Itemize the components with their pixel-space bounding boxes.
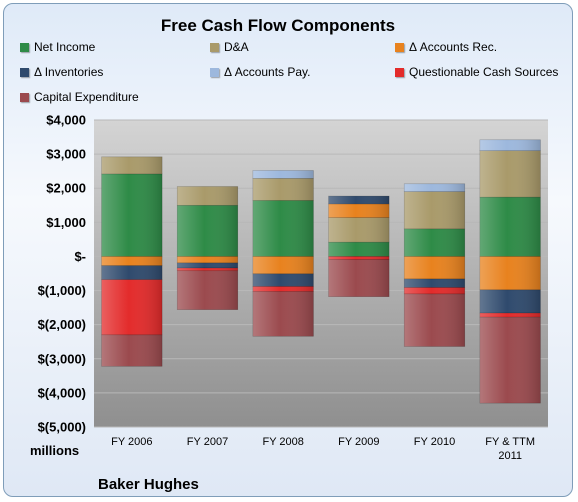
bar-segment-shade bbox=[479, 256, 541, 290]
y-tick-label: $- bbox=[74, 249, 86, 264]
y-tick-label: $(3,000) bbox=[38, 351, 86, 366]
y-tick-label: $(4,000) bbox=[38, 385, 86, 400]
legend-item: Net Income bbox=[20, 40, 95, 54]
bar-segment-shade bbox=[404, 183, 465, 192]
bar-segment-shade bbox=[328, 217, 390, 243]
legend-swatch bbox=[20, 92, 29, 102]
bar-segment-shade bbox=[252, 256, 314, 274]
bar-segment-shade bbox=[479, 313, 541, 318]
x-tick-label: FY 2006 bbox=[111, 436, 152, 448]
x-tick-label: 2011 bbox=[498, 450, 522, 462]
bar-segment-shade bbox=[177, 205, 238, 257]
bar-segment-shade bbox=[404, 287, 465, 294]
legend-label: Δ Inventories bbox=[34, 65, 104, 79]
bar-segment-shade bbox=[252, 200, 314, 257]
y-tick-label: $(1,000) bbox=[38, 283, 86, 298]
bar-segment-shade bbox=[479, 317, 541, 404]
legend-item: Δ Accounts Rec. bbox=[395, 40, 497, 54]
bar-segment-shade bbox=[177, 256, 238, 263]
bar-segment-shade bbox=[252, 170, 314, 179]
legend-swatch bbox=[210, 42, 219, 52]
bar-segment-shade bbox=[404, 256, 465, 279]
x-tick-label: FY & TTM bbox=[485, 436, 535, 448]
bar-segment-shade bbox=[177, 186, 238, 206]
legend-swatch bbox=[20, 42, 29, 52]
y-tick-label: $2,000 bbox=[46, 181, 86, 196]
x-tick-label: FY 2010 bbox=[414, 436, 455, 448]
bar-segment-shade bbox=[328, 203, 390, 218]
y-axis-unit-label: millions bbox=[30, 443, 79, 458]
bar-segment-shade bbox=[479, 150, 541, 198]
x-tick-label: FY 2007 bbox=[187, 436, 228, 448]
bar-segment-shade bbox=[101, 279, 163, 335]
legend-label: D&A bbox=[224, 40, 249, 54]
bar-segment-shade bbox=[404, 191, 465, 229]
legend-item: Questionable Cash Sources bbox=[395, 65, 558, 79]
legend-label: Δ Accounts Pay. bbox=[224, 65, 311, 79]
chart-legend: Net Income D&A Δ Accounts Rec. Δ Inventorie… bbox=[20, 40, 570, 110]
bar-segment-shade bbox=[404, 228, 465, 257]
bar-segment-shade bbox=[328, 256, 390, 260]
legend-label: Net Income bbox=[34, 40, 96, 54]
legend-label: Δ Accounts Rec. bbox=[409, 40, 498, 54]
bar-segment-shade bbox=[328, 259, 390, 297]
bar-segment-shade bbox=[101, 334, 163, 367]
plot-area bbox=[94, 120, 548, 427]
chart-title: Free Cash Flow Components bbox=[160, 16, 396, 35]
x-tick-label: FY 2009 bbox=[338, 436, 379, 448]
legend-label: Capital Expenditure bbox=[34, 90, 139, 104]
legend-swatch bbox=[395, 42, 404, 52]
bar-segment-shade bbox=[101, 256, 163, 266]
y-tick-label: $1,000 bbox=[46, 215, 86, 230]
bar-segment-shade bbox=[101, 265, 163, 280]
x-tick-label: FY 2008 bbox=[262, 436, 303, 448]
bar-segment-shade bbox=[101, 173, 163, 257]
y-tick-label: $4,000 bbox=[46, 113, 86, 128]
bar-segment-shade bbox=[252, 273, 314, 287]
bar-segment-shade bbox=[177, 262, 238, 269]
bar-segment-shade bbox=[177, 268, 238, 271]
legend-swatch bbox=[20, 67, 29, 77]
company-name: Baker Hughes bbox=[98, 476, 199, 493]
legend-item: Capital Expenditure bbox=[20, 90, 139, 104]
legend-item: D&A bbox=[210, 40, 249, 54]
y-tick-label: $3,000 bbox=[46, 147, 86, 162]
legend-swatch bbox=[210, 67, 219, 77]
y-tick-label: $(2,000) bbox=[38, 317, 86, 332]
y-tick-label: $(5,000) bbox=[38, 420, 86, 435]
bar-segment-shade bbox=[479, 197, 541, 257]
legend-item: Δ Inventories bbox=[20, 65, 103, 79]
legend-item: Δ Accounts Pay. bbox=[210, 65, 311, 79]
bar-segment-shade bbox=[328, 242, 390, 257]
bar-segment-shade bbox=[177, 270, 238, 310]
bar-segment-shade bbox=[252, 178, 314, 201]
bar-segment-shade bbox=[404, 278, 465, 288]
bar-segment-shade bbox=[101, 156, 163, 174]
bar-segment-shade bbox=[328, 196, 390, 204]
bar-segment-shade bbox=[479, 139, 541, 151]
bar-segment-shade bbox=[252, 291, 314, 337]
legend-label: Questionable Cash Sources bbox=[409, 65, 559, 79]
bar-segment-shade bbox=[252, 286, 314, 292]
bar-segment-shade bbox=[479, 289, 541, 314]
legend-swatch bbox=[395, 67, 404, 77]
bar-segment-shade bbox=[404, 293, 465, 347]
